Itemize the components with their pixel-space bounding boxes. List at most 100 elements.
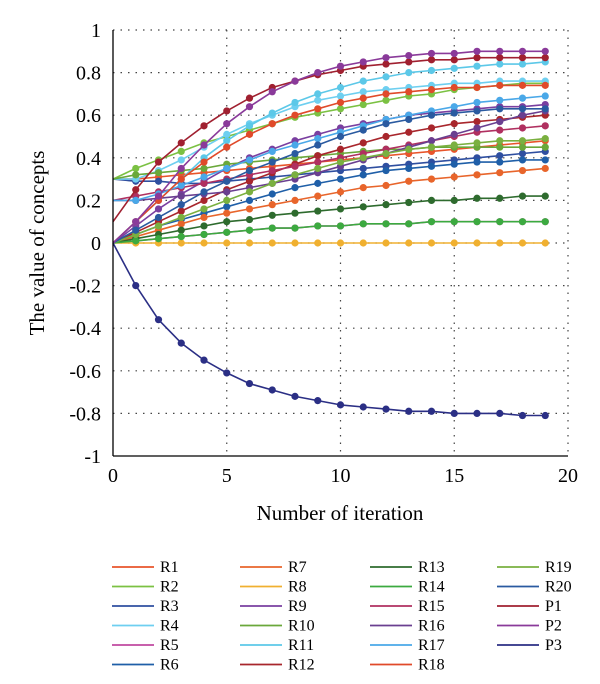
series-line-r17 (113, 95, 546, 202)
data-point-r14 (359, 220, 367, 228)
data-point-r20 (177, 201, 185, 209)
data-point-r2 (336, 105, 345, 113)
data-point-r7 (541, 164, 549, 173)
series-line-r6 (112, 159, 546, 244)
legend-label: R16 (418, 618, 445, 635)
data-point-r13 (473, 194, 481, 202)
data-point-r11 (245, 122, 254, 130)
data-point-p2 (427, 49, 436, 58)
y-tick-label: 0.2 (76, 190, 101, 212)
data-point-r19 (223, 196, 231, 204)
data-point-p1 (541, 54, 549, 62)
data-point-r4 (177, 156, 185, 164)
data-point-p2 (382, 54, 390, 62)
data-point-r8 (200, 239, 208, 247)
data-point-r8 (518, 239, 527, 247)
data-point-r13 (518, 192, 527, 200)
data-point-p1 (132, 186, 140, 194)
y-tick-label: -0.2 (69, 276, 101, 298)
series-line-r19 (112, 137, 546, 244)
legend-label: R6 (160, 657, 179, 674)
data-point-r19 (268, 179, 276, 187)
legend-entry-r5: R5 (112, 637, 179, 654)
data-point-r18 (314, 105, 322, 113)
data-point-r17 (314, 135, 322, 143)
data-point-r19 (177, 213, 185, 222)
data-point-r12 (450, 120, 458, 128)
data-point-r2 (359, 100, 367, 109)
data-point-r20 (541, 105, 549, 113)
data-point-r16 (427, 137, 436, 145)
data-point-p1 (496, 54, 504, 62)
data-point-p1 (177, 139, 185, 147)
data-point-r13 (223, 218, 231, 226)
data-point-r14 (405, 220, 413, 228)
x-axis-title: Number of iteration (257, 501, 424, 525)
legend-label: R12 (288, 657, 315, 674)
data-point-r3 (359, 164, 367, 173)
data-point-p1 (473, 54, 481, 62)
data-point-r13 (382, 201, 390, 209)
data-point-r4 (359, 88, 367, 96)
data-point-p3 (200, 356, 208, 364)
data-point-r13 (427, 196, 436, 204)
legend-entry-r10: R10 (240, 618, 315, 635)
data-point-r6 (336, 175, 345, 183)
data-point-r6 (427, 162, 436, 170)
data-point-r17 (223, 164, 231, 173)
data-point-r14 (132, 237, 140, 245)
data-point-p3 (496, 409, 504, 417)
data-point-r18 (541, 81, 549, 89)
data-point-r14 (473, 218, 481, 226)
y-tick-label: 1 (91, 20, 101, 42)
data-point-r14 (336, 222, 345, 230)
data-point-r15 (314, 158, 322, 166)
data-point-r13 (336, 205, 345, 213)
data-point-r6 (405, 164, 413, 173)
data-point-r15 (541, 122, 549, 130)
series-p2 (112, 47, 549, 244)
series-r14 (112, 218, 549, 245)
legend-label: R2 (160, 579, 179, 596)
data-point-r6 (223, 203, 231, 211)
data-point-r19 (291, 171, 299, 179)
legend-label: R13 (418, 559, 445, 576)
data-point-r20 (427, 111, 436, 119)
data-point-r19 (245, 188, 254, 196)
data-point-r17 (132, 196, 140, 204)
data-point-r20 (473, 107, 481, 115)
data-point-r11 (268, 109, 276, 117)
data-point-r19 (518, 137, 527, 145)
legend-entry-r19: R19 (497, 559, 572, 576)
data-point-r6 (450, 160, 458, 168)
x-tick-label: 10 (331, 465, 351, 487)
data-point-p3 (132, 282, 140, 290)
data-point-r17 (541, 92, 549, 100)
legend-entry-r15: R15 (370, 598, 445, 615)
legend-label: P1 (545, 598, 562, 615)
legend-label: R5 (160, 637, 179, 654)
legend-label: R8 (288, 579, 307, 596)
data-point-r16 (223, 188, 231, 196)
data-point-r7 (314, 192, 322, 200)
data-point-r19 (405, 145, 413, 153)
data-point-p3 (359, 403, 367, 411)
data-point-p2 (518, 47, 527, 55)
legend-entry-r6: R6 (112, 657, 179, 674)
data-point-r20 (268, 158, 276, 166)
data-point-r20 (200, 188, 208, 196)
data-point-r14 (154, 235, 163, 243)
data-point-r10 (200, 164, 208, 173)
data-point-r7 (382, 181, 390, 190)
legend-label: R9 (288, 598, 307, 615)
data-point-r19 (496, 137, 504, 145)
data-point-r7 (200, 213, 208, 222)
series-r19 (112, 135, 549, 244)
data-point-r18 (450, 83, 458, 92)
data-point-r15 (291, 162, 299, 170)
series-r17 (113, 92, 549, 204)
legend: R1 R2 R3 R4 R5 R6 R7 R8 R9 R10 R11 R12 R13 R14 R15 R16 R… (112, 559, 572, 674)
data-point-r19 (382, 149, 390, 158)
data-point-r7 (427, 175, 436, 183)
data-point-p2 (314, 69, 322, 77)
